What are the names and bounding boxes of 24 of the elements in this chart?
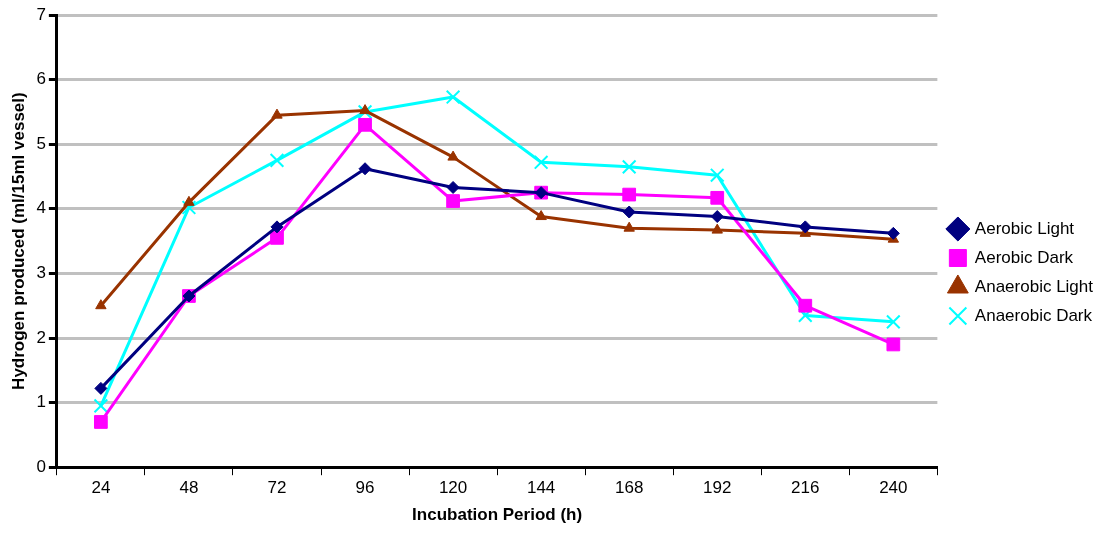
legend-label: Aerobic Light	[974, 218, 1075, 238]
y-axis-title: Hydrogen produced (ml/15ml vessel)	[8, 92, 28, 390]
y-tick-label: 0	[36, 456, 46, 476]
legend-label: Anaerobic Dark	[974, 305, 1093, 325]
legend-label: Aerobic Dark	[974, 247, 1074, 267]
x-tick-label: 48	[179, 478, 199, 498]
y-tick-label: 5	[36, 133, 46, 153]
y-tick-label: 4	[36, 198, 46, 218]
x-tick-label: 96	[355, 478, 375, 498]
y-tick-label: 1	[36, 392, 46, 412]
x-tick-label: 240	[879, 478, 908, 498]
x-tick-label: 216	[791, 478, 820, 498]
x-tick-label: 120	[438, 478, 468, 498]
y-tick-label: 6	[36, 69, 46, 89]
x-tick-label: 24	[91, 478, 111, 498]
x-axis-title: Incubation Period (h)	[412, 505, 583, 525]
x-tick-label: 192	[703, 478, 732, 498]
y-tick-label: 7	[36, 4, 46, 24]
x-tick-label: 168	[615, 478, 644, 498]
x-tick-label: 72	[267, 478, 287, 498]
y-tick-label: 3	[36, 263, 46, 283]
y-tick-label: 2	[36, 327, 46, 347]
legend-label: Anaerobic Light	[974, 276, 1094, 296]
x-tick-label: 144	[526, 478, 556, 498]
